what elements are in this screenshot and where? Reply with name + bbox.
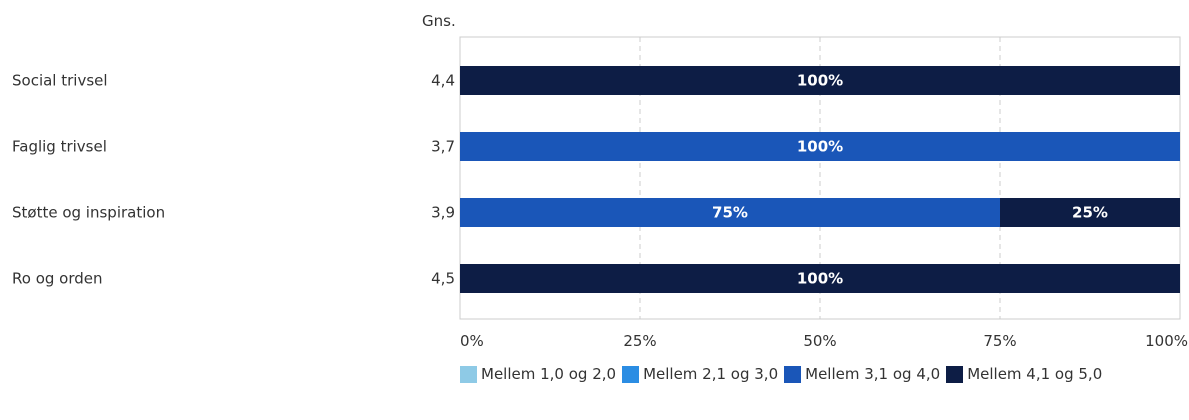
legend: Mellem 1,0 og 2,0 Mellem 2,1 og 3,0 Mellem… (460, 362, 1160, 386)
average-value: 4,4 (431, 72, 455, 90)
category-label: Støtte og inspiration (12, 204, 165, 222)
legend-label: Mellem 4,1 og 5,0 (967, 365, 1103, 383)
legend-item: Mellem 3,1 og 4,0 (784, 362, 940, 386)
bar-data-label: 100% (797, 270, 843, 288)
legend-swatch (460, 365, 477, 383)
category-label: Ro og orden (12, 270, 103, 288)
x-tick-label: 50% (803, 332, 836, 350)
x-tick-label: 25% (623, 332, 656, 350)
average-value: 3,9 (431, 204, 455, 222)
average-value: 3,7 (431, 138, 455, 156)
average-value: 4,5 (431, 270, 455, 288)
bar-segment (460, 132, 1180, 161)
bar-segment (460, 66, 1180, 95)
x-axis-ticks: 0% 25% 50% 75% 100% (460, 332, 1188, 350)
legend-item: Mellem 1,0 og 2,0 (460, 362, 616, 386)
bar-segment (460, 264, 1180, 293)
category-label: Social trivsel (12, 72, 108, 90)
bar-data-label: 100% (797, 72, 843, 90)
x-tick-label: 75% (983, 332, 1016, 350)
legend-label: Mellem 2,1 og 3,0 (643, 365, 779, 383)
legend-label: Mellem 1,0 og 2,0 (481, 365, 617, 383)
plot-area-frame (459, 36, 1181, 320)
bar-data-label: 100% (797, 138, 843, 156)
x-tick-label: 100% (1145, 332, 1188, 350)
x-tick-label: 0% (460, 332, 484, 350)
legend-swatch (946, 365, 964, 383)
bar-data-label: 25% (1072, 204, 1108, 222)
category-labels: Social trivsel 4,4 Faglig trivsel 3,7 Støtte… (12, 72, 455, 288)
legend-item: Mellem 2,1 og 3,0 (622, 362, 778, 386)
category-label: Faglig trivsel (12, 138, 107, 156)
legend-item: Mellem 4,1 og 5,0 (946, 362, 1102, 386)
bar-segment (1000, 198, 1180, 227)
legend-items: Mellem 1,0 og 2,0 Mellem 2,1 og 3,0 Mellem… (460, 362, 1160, 386)
bars: 100% 100% 75% 25% 100% (460, 66, 1180, 293)
bar-segment (460, 198, 1000, 227)
legend-label: Mellem 3,1 og 4,0 (805, 365, 941, 383)
bar-data-label: 75% (712, 204, 748, 222)
average-header: Gns. (422, 12, 456, 30)
legend-swatch (622, 365, 640, 383)
legend-swatch (784, 365, 802, 383)
